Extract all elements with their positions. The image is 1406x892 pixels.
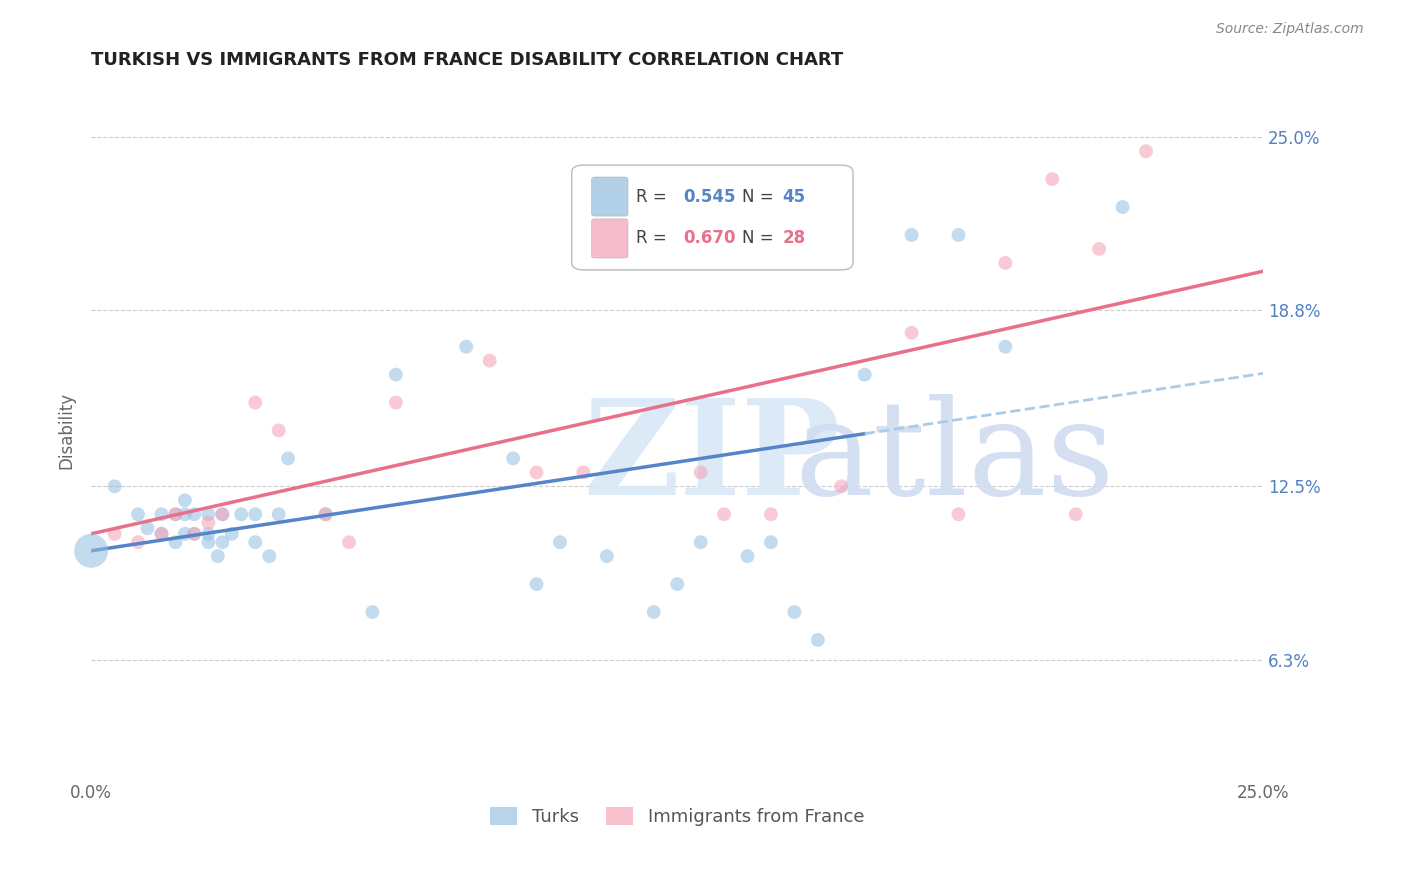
Point (231, 508, 253, 522)
Text: R =: R = (636, 229, 672, 247)
Point (174, 526, 197, 541)
Point (1111, 200, 1133, 214)
Point (948, 227, 970, 242)
Point (737, 549, 759, 564)
Point (259, 549, 281, 564)
Point (526, 466, 548, 480)
Point (1064, 508, 1087, 522)
Point (211, 508, 233, 522)
FancyBboxPatch shape (592, 177, 628, 216)
Point (713, 508, 735, 522)
Point (948, 508, 970, 522)
Point (245, 508, 267, 522)
Point (572, 466, 595, 480)
Text: 0.545: 0.545 (683, 187, 735, 205)
Point (783, 605, 806, 619)
Point (127, 535, 149, 549)
Point (643, 605, 665, 619)
Point (150, 508, 173, 522)
Point (136, 521, 159, 535)
Point (165, 508, 187, 522)
Point (267, 424, 290, 438)
Point (1040, 172, 1063, 186)
Point (183, 526, 205, 541)
Point (211, 535, 233, 549)
Point (165, 535, 187, 549)
Point (759, 535, 782, 549)
Text: R =: R = (636, 187, 672, 205)
Text: ZIP: ZIP (583, 394, 841, 523)
Point (150, 526, 173, 541)
Point (853, 368, 876, 382)
FancyBboxPatch shape (592, 219, 628, 258)
Point (456, 340, 478, 354)
Point (197, 535, 219, 549)
Point (361, 605, 384, 619)
Point (165, 508, 187, 522)
Point (385, 368, 408, 382)
Y-axis label: Disability: Disability (58, 392, 75, 469)
Point (245, 535, 267, 549)
Text: TURKISH VS IMMIGRANTS FROM FRANCE DISABILITY CORRELATION CHART: TURKISH VS IMMIGRANTS FROM FRANCE DISABI… (91, 51, 844, 69)
Point (183, 508, 205, 522)
Point (174, 493, 197, 508)
Point (478, 353, 501, 368)
Point (548, 535, 571, 549)
Point (104, 479, 127, 493)
Point (245, 395, 267, 409)
Point (830, 479, 852, 493)
Point (183, 526, 205, 541)
Text: atlas: atlas (794, 394, 1115, 523)
Point (619, 172, 641, 186)
Point (207, 549, 229, 564)
Point (127, 508, 149, 522)
Text: 45: 45 (783, 187, 806, 205)
Point (596, 549, 619, 564)
Point (994, 256, 1017, 270)
Point (197, 508, 219, 522)
Point (900, 227, 922, 242)
Point (197, 516, 219, 530)
Text: N =: N = (741, 187, 779, 205)
Text: Source: ZipAtlas.com: Source: ZipAtlas.com (1216, 22, 1364, 37)
Point (104, 526, 127, 541)
Point (211, 508, 233, 522)
Point (174, 508, 197, 522)
Point (315, 508, 337, 522)
Point (277, 451, 299, 466)
Point (807, 632, 830, 647)
Point (1088, 242, 1111, 256)
Point (267, 508, 290, 522)
Point (807, 227, 830, 242)
Point (221, 526, 243, 541)
Point (150, 526, 173, 541)
Text: 0.670: 0.670 (683, 229, 735, 247)
Text: N =: N = (741, 229, 779, 247)
Point (900, 326, 922, 340)
Point (80, 543, 103, 558)
Point (385, 395, 408, 409)
Point (689, 535, 711, 549)
Point (337, 535, 360, 549)
Point (197, 526, 219, 541)
Point (315, 508, 337, 522)
Legend: Turks, Immigrants from France: Turks, Immigrants from France (484, 799, 872, 833)
FancyBboxPatch shape (572, 165, 853, 270)
Point (759, 508, 782, 522)
Point (666, 577, 689, 591)
Point (526, 577, 548, 591)
Text: 28: 28 (783, 229, 806, 247)
Point (502, 451, 524, 466)
Point (994, 340, 1017, 354)
Point (1135, 144, 1157, 158)
Point (689, 466, 711, 480)
